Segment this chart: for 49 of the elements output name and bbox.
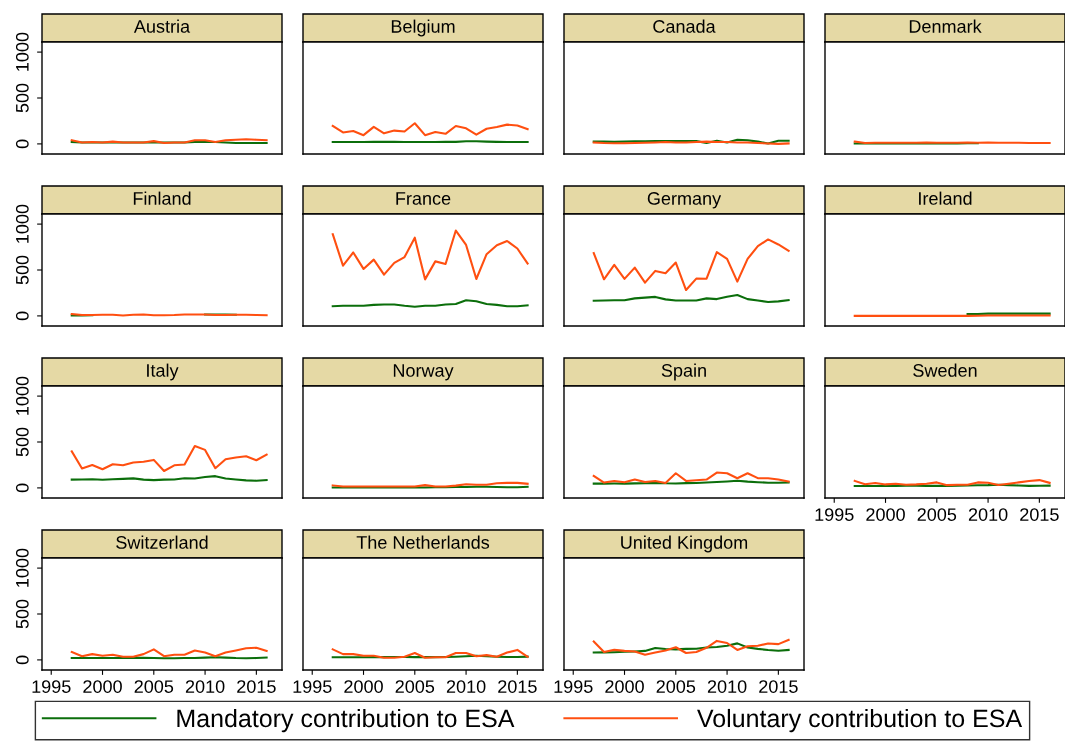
y-tick-label: 0 xyxy=(15,139,29,149)
x-tick-label: 2005 xyxy=(395,680,435,693)
x-tick-label: 2005 xyxy=(656,680,696,693)
chart-title: Germany xyxy=(647,192,722,209)
x-tick-label: 2000 xyxy=(866,508,905,521)
chart-title: Norway xyxy=(393,364,454,381)
y-tick-label: 1000 xyxy=(15,376,29,415)
x-tick-label: 1995 xyxy=(815,508,854,521)
x-tick-label: 1995 xyxy=(32,680,71,693)
chart-title: Finland xyxy=(133,191,191,205)
x-tick-label: 2000 xyxy=(344,680,383,693)
x-tick-label: 2015 xyxy=(237,680,276,693)
y-tick-label: 500 xyxy=(15,599,29,629)
legend-label: Voluntary contribution to ESA xyxy=(697,708,1023,733)
x-tick-label: 2000 xyxy=(605,680,644,693)
chart-title: Belgium xyxy=(391,19,455,37)
chart-title: United Kingdom xyxy=(621,535,748,553)
y-tick-label: 1000 xyxy=(15,32,29,71)
x-tick-label: 2010 xyxy=(707,680,747,693)
x-tick-label: 2010 xyxy=(446,680,486,693)
x-tick-label: 2010 xyxy=(968,508,1008,521)
y-tick-label: 1000 xyxy=(15,204,29,243)
x-tick-label: 2015 xyxy=(759,680,798,693)
legend-label: Mandatory contribution to ESA xyxy=(177,708,515,733)
y-tick-label: 0 xyxy=(15,483,29,493)
y-tick-label: 500 xyxy=(15,427,29,457)
chart-title: Canada xyxy=(653,19,716,33)
y-tick-label: 0 xyxy=(15,655,29,665)
x-tick-label: 2015 xyxy=(498,680,537,693)
chart-title: Denmark xyxy=(909,19,982,33)
x-tick-label: 2010 xyxy=(185,680,225,693)
chart-title: Ireland xyxy=(919,191,972,205)
x-tick-label: 2005 xyxy=(134,680,174,693)
y-tick-label: 0 xyxy=(15,311,29,321)
x-tick-label: 1995 xyxy=(293,680,332,693)
chart-title: Switzerland xyxy=(116,535,208,549)
chart-title: Sweden xyxy=(913,363,977,377)
x-tick-label: 1995 xyxy=(554,680,593,693)
chart-title: Italy xyxy=(147,363,179,381)
chart-title: Austria xyxy=(133,19,191,33)
chart-title: The Netherlands xyxy=(356,535,490,549)
y-tick-label: 500 xyxy=(15,83,29,113)
y-tick-label: 500 xyxy=(15,255,29,285)
x-tick-label: 2005 xyxy=(917,508,957,521)
chart-title: Spain xyxy=(661,363,706,381)
x-tick-label: 2000 xyxy=(83,680,122,693)
x-tick-label: 2015 xyxy=(1020,508,1059,521)
chart-title: France xyxy=(396,192,451,205)
y-tick-label: 1000 xyxy=(15,548,29,587)
